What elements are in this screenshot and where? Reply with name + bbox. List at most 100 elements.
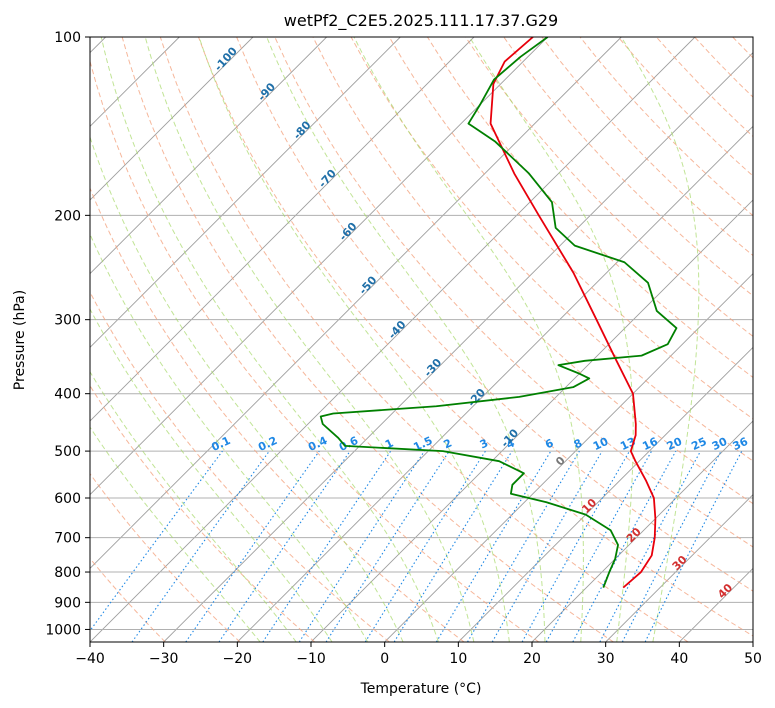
moist-adiabat-label: -100 [212,44,240,73]
moist-adiabat-label: -10 [498,426,521,450]
plot-frame [89,36,754,643]
y-axis-label: Pressure (hPa) [12,290,28,390]
isotherm-line [310,199,753,642]
mixing-ratio-label: 20 [665,435,685,453]
y-tick-label: 600 [54,491,81,507]
y-tick-label: 800 [54,565,81,581]
mixing-ratio-line [521,450,630,642]
mixing-ratio-line [621,450,722,642]
y-tick-label: 400 [54,387,81,403]
x-tick-label: 20 [523,651,541,667]
moist-adiabat-line [198,37,510,642]
dry-adiabat-line [465,37,753,337]
mixing-ratio-line [185,450,320,642]
mixing-ratio-label: 25 [689,435,708,453]
y-tick-label: 700 [54,531,81,547]
moist-adiabat-line [620,37,700,642]
dry-adiabat-line [90,186,465,642]
x-tick-label: −30 [149,651,179,667]
moist-adiabat-label: -50 [357,273,380,297]
isotherm-line [752,641,753,642]
mixing-ratio-line [298,450,425,642]
dry-adiabat-line [274,37,753,548]
y-tick-label: 200 [54,208,81,224]
dry-adiabat-line [655,37,753,138]
mixing-ratio-line [90,450,223,632]
isotherm-line [90,37,696,642]
y-tick-label: 300 [54,313,81,329]
isotherm-line [384,273,753,642]
dry-adiabat-label: 20 [624,525,644,545]
isotherm-line [90,37,327,275]
moist-adiabat-label: -20 [465,386,488,410]
y-axis-ticks: 100 200 300 400 500 600 700 800 900 1000 [45,30,90,638]
x-tick-label: 10 [449,651,467,667]
isotherm-line [90,37,548,496]
mixing-ratio-line [262,450,392,642]
isotherm-line [90,37,254,201]
y-tick-label: 900 [54,595,81,611]
isotherm-line [679,567,753,642]
dewpoint-line [319,37,678,588]
mixing-ratio-line [364,450,486,642]
isotherm-lines [90,37,753,642]
isotherm-line [458,346,753,642]
mixing-ratio-label: 13 [618,435,637,453]
x-tick-label: 50 [744,651,762,667]
dry-adiabat-line [503,37,753,297]
y-tick-label: 500 [54,444,81,460]
mixing-ratio-label: 2 [442,436,454,451]
isotherm-line [605,494,753,642]
plot-area: 0.1 0.2 0.4 0.6 1 1.5 2 3 4 6 8 10 13 16 20 25 30 3601020… [90,37,753,642]
x-tick-label: −40 [75,651,105,667]
isotherm-line [163,52,753,642]
mixing-ratio-line [218,450,351,642]
x-tick-label: 0 [380,651,389,667]
isotherm-line [90,37,475,422]
dry-adiabat-lines [90,37,753,642]
moist-adiabat-line [90,135,404,642]
moist-adiabat-line [90,308,333,642]
isotherm-line [531,420,753,642]
moist-adiabat-label: -30 [421,356,444,380]
dry-adiabat-line [159,37,689,642]
isobar-lines [90,37,753,630]
dry-adiabat-line [90,384,316,642]
mixing-ratio-line [325,450,450,642]
mixing-ratio-line [644,450,743,642]
sounding-series [319,37,678,589]
dry-adiabat-line [90,557,166,642]
dry-adiabat-line [90,472,241,642]
x-tick-label: 40 [670,651,688,667]
mixing-ratio-label: 10 [591,435,611,453]
dry-adiabat-line [350,37,753,462]
x-axis-ticks: −40 −30 −20 −10 0 10 20 30 40 50 [75,642,762,667]
dry-adiabat-line [426,37,753,378]
dry-adiabat-line [121,37,614,642]
mixing-ratio-line [572,450,677,642]
dry-adiabat-label: 40 [715,581,735,601]
mixing-ratio-line [131,450,270,642]
y-tick-label: 100 [54,30,81,46]
moist-adiabat-line [90,426,261,642]
mixing-ratio-line [393,450,513,642]
dry-adiabat-line [541,37,753,257]
dry-adiabat-line [732,37,753,59]
moist-adiabat-label: -80 [291,118,314,142]
temperature-line [489,37,657,589]
x-tick-label: −10 [296,651,326,667]
mixing-ratio-line [545,450,653,642]
moist-adiabat-line [144,37,475,642]
mixing-ratio-lines [90,450,743,642]
dry-adiabat-line [90,59,540,642]
dry-adiabat-line [694,37,753,98]
isotherm-line [237,125,753,642]
mixing-ratio-label: 36 [731,435,751,453]
moist-adiabat-line [90,233,369,642]
moist-adiabat-lines [90,37,700,642]
y-tick-label: 1000 [45,622,81,638]
mixing-ratio-label: 30 [710,435,730,453]
isotherm-line [90,37,622,569]
moist-adiabat-line [100,37,439,642]
x-tick-label: 30 [597,651,615,667]
